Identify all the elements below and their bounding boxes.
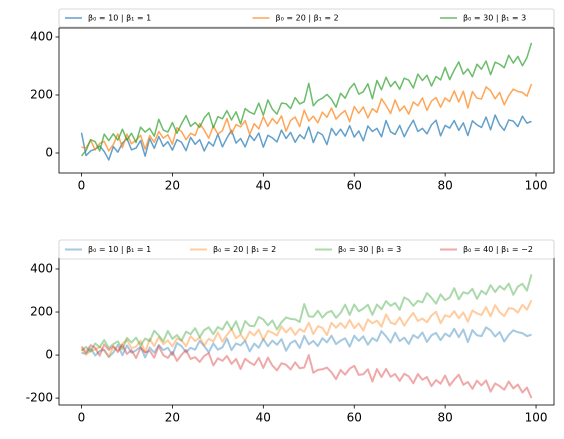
x-tick-label: 20	[165, 179, 180, 193]
x-tick-label: 40	[256, 411, 271, 425]
series-line	[80, 343, 533, 399]
y-tick-label: 0	[45, 145, 53, 159]
y-tick-label: 200	[30, 305, 53, 319]
legend-label: β₀ = 30 | β₁ = 3	[463, 14, 526, 23]
x-tick-label: 60	[347, 179, 362, 193]
y-tick-label: 400	[30, 261, 53, 275]
plot-area	[80, 274, 533, 399]
series-line	[80, 42, 533, 157]
plot-area	[80, 42, 533, 161]
axes-frame	[58, 27, 555, 174]
y-tick-label: 400	[30, 29, 53, 43]
x-tick-label: 100	[525, 411, 548, 425]
series-line	[80, 114, 532, 161]
y-tick-label: -200	[26, 391, 53, 405]
legend-label: β₀ = 40 | β₁ = −2	[463, 245, 533, 254]
series-line	[81, 83, 533, 152]
x-tick-label: 40	[256, 179, 271, 193]
series-line	[81, 326, 532, 359]
x-tick-label: 0	[78, 411, 86, 425]
series-line	[80, 274, 533, 353]
legend-label: β₀ = 20 | β₁ = 2	[213, 245, 276, 254]
legend-frame	[58, 239, 555, 260]
series-line	[80, 299, 533, 358]
x-tick-label: 20	[165, 411, 180, 425]
x-tick-label: 80	[437, 179, 452, 193]
x-tick-label: 100	[525, 179, 548, 193]
legend-frame	[58, 8, 555, 28]
legend-label: β₀ = 30 | β₁ = 3	[338, 245, 401, 254]
y-tick-label: 0	[45, 348, 53, 362]
x-tick-label: 80	[437, 411, 452, 425]
x-tick-label: 0	[78, 179, 86, 193]
legend-label: β₀ = 10 | β₁ = 1	[88, 14, 151, 23]
y-tick-label: 200	[30, 87, 53, 101]
legend-label: β₀ = 20 | β₁ = 2	[276, 14, 339, 23]
legend-label: β₀ = 10 | β₁ = 1	[88, 245, 151, 254]
x-tick-label: 60	[347, 411, 362, 425]
